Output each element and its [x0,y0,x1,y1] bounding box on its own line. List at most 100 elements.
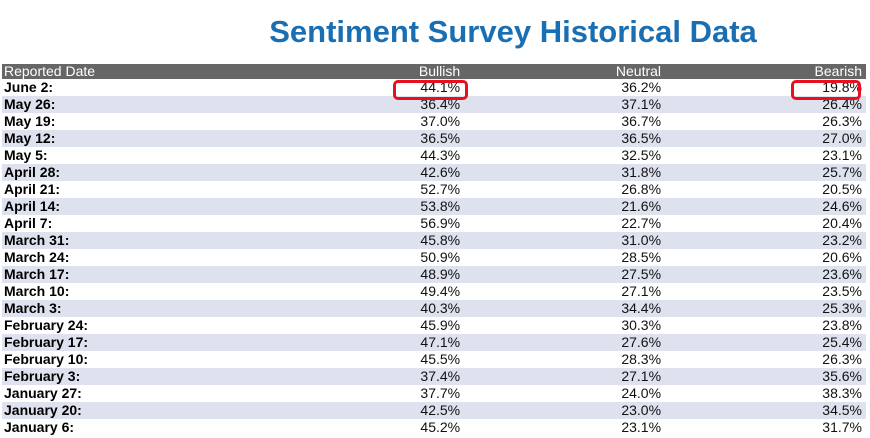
cell-date: March 17: [2,266,163,283]
table-row: April 7: 56.9% 22.7% 20.4% [2,215,866,232]
cell-date: May 19: [2,113,163,130]
table-row: January 6: 45.2% 23.1% 31.7% [2,419,866,436]
table-row: February 10: 45.5% 28.3% 26.3% [2,351,866,368]
table-row: February 24: 45.9% 30.3% 23.8% [2,317,866,334]
cell-bullish: 45.2% [162,419,465,436]
cell-bearish: 20.4% [665,215,866,232]
cell-bullish: 47.1% [162,334,465,351]
table-row: March 3: 40.3% 34.4% 25.3% [2,300,866,317]
header-bullish: Bullish [162,64,465,79]
table-row: April 14: 53.8% 21.6% 24.6% [2,198,866,215]
cell-bullish: 48.9% [162,266,465,283]
table-row: May 12: 36.5% 36.5% 27.0% [2,130,866,147]
cell-neutral: 34.4% [464,300,666,317]
cell-neutral: 32.5% [464,147,666,164]
cell-neutral: 21.6% [464,198,666,215]
cell-neutral: 31.0% [464,232,666,249]
cell-bearish: 38.3% [665,385,866,402]
cell-bullish: 36.5% [162,130,465,147]
cell-neutral: 36.2% [464,79,666,96]
cell-date: February 10: [2,351,163,368]
cell-date: March 31: [2,232,163,249]
cell-bullish: 49.4% [162,283,465,300]
table-row: April 21: 52.7% 26.8% 20.5% [2,181,866,198]
cell-date: January 6: [2,419,163,436]
header-bearish: Bearish [665,64,866,79]
cell-bullish: 56.9% [162,215,465,232]
cell-bearish: 20.5% [665,181,866,198]
cell-date: March 3: [2,300,163,317]
cell-neutral: 36.5% [464,130,666,147]
cell-date: February 17: [2,334,163,351]
table-row: February 17: 47.1% 27.6% 25.4% [2,334,866,351]
table-row: May 26: 36.4% 37.1% 26.4% [2,96,866,113]
cell-bearish: 23.2% [665,232,866,249]
cell-bullish: 45.9% [162,317,465,334]
cell-neutral: 28.3% [464,351,666,368]
cell-bullish: 37.4% [162,368,465,385]
cell-bearish: 31.7% [665,419,866,436]
cell-bullish: 50.9% [162,249,465,266]
table-row: January 27: 37.7% 24.0% 38.3% [2,385,866,402]
cell-neutral: 23.1% [464,419,666,436]
table-row: March 31: 45.8% 31.0% 23.2% [2,232,866,249]
cell-date: February 3: [2,368,163,385]
cell-neutral: 28.5% [464,249,666,266]
header-reported-date: Reported Date [2,64,163,79]
cell-bullish: 45.8% [162,232,465,249]
cell-bullish: 40.3% [162,300,465,317]
table-row: May 19: 37.0% 36.7% 26.3% [2,113,866,130]
cell-neutral: 37.1% [464,96,666,113]
cell-date: April 28: [2,164,163,181]
cell-neutral: 26.8% [464,181,666,198]
cell-date: May 5: [2,147,163,164]
table-row: June 2: 44.1% 36.2% 19.8% [2,79,866,96]
cell-bullish: 53.8% [162,198,465,215]
table-row: February 3: 37.4% 27.1% 35.6% [2,368,866,385]
cell-bearish: 24.6% [665,198,866,215]
cell-date: January 27: [2,385,163,402]
cell-bullish: 36.4% [162,96,465,113]
table-row: March 24: 50.9% 28.5% 20.6% [2,249,866,266]
cell-bearish: 35.6% [665,368,866,385]
cell-date: May 26: [2,96,163,113]
cell-bearish: 23.6% [665,266,866,283]
cell-bearish: 26.3% [665,351,866,368]
table-row: May 5: 44.3% 32.5% 23.1% [2,147,866,164]
table-row: April 28: 42.6% 31.8% 25.7% [2,164,866,181]
header-neutral: Neutral [464,64,666,79]
table-row: January 20: 42.5% 23.0% 34.5% [2,402,866,419]
cell-date: April 21: [2,181,163,198]
cell-date: March 24: [2,249,163,266]
cell-date: May 12: [2,130,163,147]
cell-bullish: 44.1% [162,79,465,96]
cell-date: February 24: [2,317,163,334]
cell-bearish: 23.5% [665,283,866,300]
cell-bullish: 52.7% [162,181,465,198]
cell-neutral: 27.1% [464,283,666,300]
cell-neutral: 22.7% [464,215,666,232]
cell-bearish: 26.4% [665,96,866,113]
cell-bullish: 42.5% [162,402,465,419]
cell-neutral: 24.0% [464,385,666,402]
cell-date: April 14: [2,198,163,215]
cell-bullish: 44.3% [162,147,465,164]
cell-bearish: 20.6% [665,249,866,266]
cell-neutral: 27.6% [464,334,666,351]
cell-bearish: 25.4% [665,334,866,351]
cell-date: June 2: [2,79,163,96]
cell-neutral: 36.7% [464,113,666,130]
table-row: March 10: 49.4% 27.1% 23.5% [2,283,866,300]
cell-bearish: 23.1% [665,147,866,164]
cell-bullish: 37.7% [162,385,465,402]
cell-neutral: 27.5% [464,266,666,283]
cell-neutral: 30.3% [464,317,666,334]
page-title: Sentiment Survey Historical Data [269,14,757,49]
cell-bearish: 25.7% [665,164,866,181]
cell-bearish: 23.8% [665,317,866,334]
cell-neutral: 27.1% [464,368,666,385]
table-header-row: Reported Date Bullish Neutral Bearish [2,64,866,79]
cell-neutral: 31.8% [464,164,666,181]
cell-bullish: 42.6% [162,164,465,181]
